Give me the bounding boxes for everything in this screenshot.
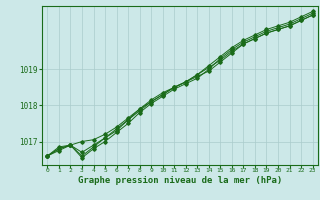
X-axis label: Graphe pression niveau de la mer (hPa): Graphe pression niveau de la mer (hPa) xyxy=(78,176,282,185)
